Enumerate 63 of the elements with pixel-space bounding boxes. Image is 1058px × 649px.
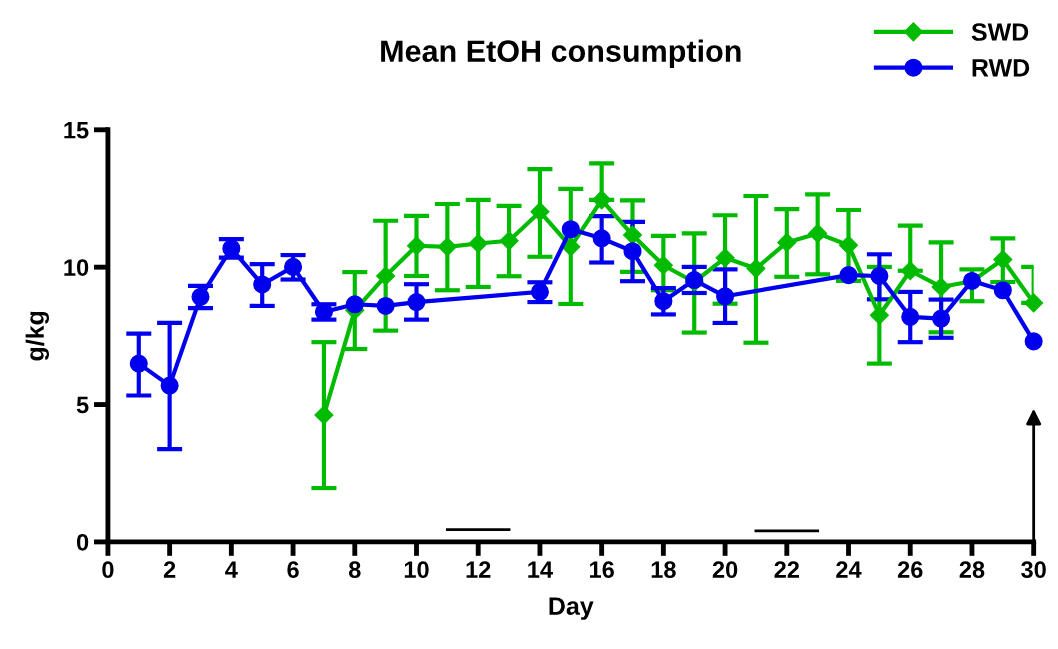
point [406, 236, 427, 256]
point [746, 259, 766, 279]
x-tick-label: 28 [959, 561, 985, 579]
point [931, 277, 951, 297]
point [191, 287, 210, 306]
y-tick-label: 15 [64, 122, 89, 139]
point [253, 275, 272, 294]
x-tick-label: 14 [528, 561, 553, 578]
point [993, 281, 1012, 300]
chart-title: Mean EtOH consumption [381, 39, 741, 68]
x-tick-label: 20 [712, 561, 738, 579]
y-axis-title: g/kg [25, 311, 50, 361]
legend-label: RWD [972, 59, 1030, 77]
x-tick-label: 26 [897, 561, 923, 579]
point [932, 309, 951, 328]
x-tick-label: 0 [102, 561, 114, 579]
point [870, 266, 889, 285]
point [900, 261, 920, 281]
point [715, 248, 735, 268]
point [345, 295, 364, 314]
point [468, 234, 488, 254]
legend-label: SWD [971, 23, 1029, 41]
point [160, 376, 179, 395]
y-tick-label: 10 [64, 259, 89, 276]
point [993, 249, 1013, 270]
point [653, 255, 673, 275]
point [716, 287, 735, 306]
x-tick-label: 30 [1021, 561, 1046, 579]
point [284, 257, 303, 276]
point [622, 225, 643, 245]
x-tick-label: 16 [590, 561, 614, 579]
x-tick-label: 10 [404, 561, 429, 579]
point [1024, 293, 1044, 313]
point [314, 405, 334, 425]
point [437, 237, 457, 257]
point [623, 242, 642, 261]
point [808, 223, 828, 243]
point [777, 232, 797, 252]
x-tick-label: 24 [836, 561, 862, 578]
point [561, 220, 580, 239]
point [129, 354, 148, 373]
x-tick-label: 12 [466, 561, 491, 578]
x-tick-label: 6 [287, 561, 299, 579]
point [499, 231, 519, 251]
x-tick-label: 18 [651, 561, 676, 579]
point [839, 266, 858, 285]
point [869, 305, 889, 325]
x-axis-title: Day [549, 597, 594, 620]
point [407, 293, 426, 312]
y-tick-label: 0 [76, 533, 89, 551]
point [376, 296, 395, 315]
x-tick-label: 22 [774, 561, 799, 578]
x-tick-label: 8 [348, 561, 361, 579]
point [654, 292, 673, 311]
point [838, 235, 859, 255]
x-tick-label: 4 [225, 561, 238, 578]
x-tick-label: 2 [163, 561, 176, 578]
point [376, 266, 396, 286]
point [1024, 332, 1043, 351]
point [530, 202, 550, 222]
point [592, 229, 611, 248]
point [901, 307, 920, 326]
y-tick-label: 5 [76, 396, 89, 414]
